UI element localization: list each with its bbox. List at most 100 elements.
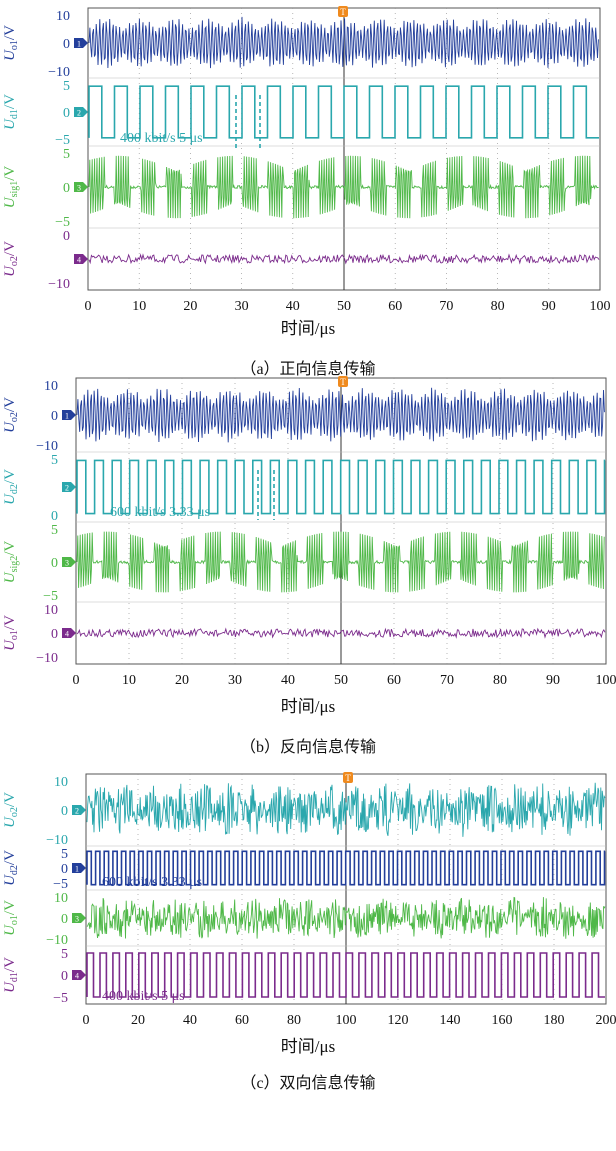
y-axis-label: Usig1/V bbox=[2, 166, 20, 209]
x-axis-label: 时间/μs bbox=[281, 319, 335, 338]
x-tick-label: 40 bbox=[281, 673, 295, 688]
x-tick-label: 60 bbox=[388, 299, 402, 314]
channel-marker bbox=[62, 557, 76, 567]
trigger-marker bbox=[338, 376, 348, 387]
x-tick-label: 60 bbox=[387, 673, 401, 688]
trace-o1 bbox=[76, 627, 606, 639]
trace-o1 bbox=[88, 16, 599, 69]
channel-number: 3 bbox=[65, 559, 69, 568]
y-tick-label: 0 bbox=[51, 556, 58, 571]
x-tick-label: 70 bbox=[439, 299, 453, 314]
x-tick-label: 0 bbox=[73, 673, 80, 688]
channel-number: 3 bbox=[75, 915, 79, 924]
channel-marker bbox=[62, 410, 76, 420]
y-axis-label: Uo1/V bbox=[2, 615, 20, 651]
y-tick-label: 0 bbox=[61, 912, 68, 927]
y-tick-label: 10 bbox=[54, 891, 68, 906]
x-tick-label: 100 bbox=[336, 1013, 357, 1028]
x-tick-label: 90 bbox=[542, 299, 556, 314]
y-axis-label: Ud1/V bbox=[2, 957, 20, 993]
x-tick-label: 40 bbox=[183, 1013, 197, 1028]
trace-d1 bbox=[86, 952, 605, 998]
y-axis-label: Uo1/V bbox=[2, 25, 20, 61]
trigger-label: T bbox=[340, 377, 346, 387]
y-axis-label: Ud2/V bbox=[2, 469, 20, 505]
x-tick-label: 140 bbox=[440, 1013, 461, 1028]
y-axis-label: Ud1/V bbox=[2, 94, 20, 130]
x-tick-label: 20 bbox=[183, 299, 197, 314]
trace-d2 bbox=[76, 459, 606, 515]
y-tick-label: 5 bbox=[63, 79, 70, 94]
x-tick-label: 100 bbox=[596, 673, 616, 688]
x-tick-label: 10 bbox=[132, 299, 146, 314]
y-tick-label: −5 bbox=[53, 877, 68, 892]
y-tick-label: 5 bbox=[51, 453, 58, 468]
y-tick-label: −10 bbox=[48, 277, 70, 292]
y-tick-label: 10 bbox=[44, 603, 58, 618]
panel-caption: （b）反向信息传输 bbox=[240, 738, 376, 756]
y-tick-label: 0 bbox=[63, 37, 70, 52]
channel-marker bbox=[72, 970, 86, 980]
y-tick-label: −10 bbox=[48, 65, 70, 80]
channel-marker bbox=[62, 628, 76, 638]
x-tick-label: 0 bbox=[83, 1013, 90, 1028]
x-tick-label: 70 bbox=[440, 673, 454, 688]
y-tick-label: 0 bbox=[63, 181, 70, 196]
trigger-marker bbox=[343, 772, 353, 783]
y-tick-label: −5 bbox=[55, 215, 70, 230]
channel-marker bbox=[72, 913, 86, 923]
trace-d2 bbox=[86, 850, 606, 886]
x-tick-label: 50 bbox=[334, 673, 348, 688]
channel-number: 4 bbox=[65, 630, 69, 639]
channel-marker bbox=[62, 482, 76, 492]
x-tick-label: 160 bbox=[492, 1013, 513, 1028]
x-tick-label: 80 bbox=[493, 673, 507, 688]
trace-sig1 bbox=[88, 155, 599, 219]
channel-number: 4 bbox=[77, 256, 81, 265]
trace-o1 bbox=[86, 896, 606, 939]
y-tick-label: 5 bbox=[51, 523, 58, 538]
y-tick-label: −5 bbox=[43, 589, 58, 604]
channel-marker bbox=[74, 107, 88, 117]
trace-o2 bbox=[86, 782, 606, 837]
y-tick-label: 0 bbox=[61, 804, 68, 819]
x-tick-label: 200 bbox=[596, 1013, 616, 1028]
x-tick-label: 80 bbox=[287, 1013, 301, 1028]
channel-number: 2 bbox=[65, 484, 69, 493]
panel-1: T1100−10Uo2/V250Ud2/V350−5Usig2/V4100−10… bbox=[2, 376, 616, 756]
y-tick-label: −10 bbox=[46, 833, 68, 848]
trigger-label: T bbox=[340, 7, 346, 17]
y-tick-label: 0 bbox=[63, 229, 70, 244]
trace-o2 bbox=[88, 253, 600, 265]
channel-number: 4 bbox=[75, 972, 79, 981]
panel-caption: （c）双向信息传输 bbox=[240, 1074, 375, 1092]
channel-marker bbox=[74, 38, 88, 48]
trigger-marker bbox=[338, 6, 348, 17]
y-axis-label: Usig2/V bbox=[2, 541, 20, 584]
x-tick-label: 60 bbox=[235, 1013, 249, 1028]
trace-o2 bbox=[76, 387, 605, 443]
x-tick-label: 180 bbox=[544, 1013, 565, 1028]
y-tick-label: 0 bbox=[61, 862, 68, 877]
x-tick-label: 20 bbox=[131, 1013, 145, 1028]
x-tick-label: 100 bbox=[590, 299, 611, 314]
y-tick-label: −5 bbox=[55, 133, 70, 148]
y-axis-label: Uo1/V bbox=[2, 900, 20, 936]
bit-rate-annotation: 400 kbit/s 5 μs bbox=[102, 989, 185, 1004]
y-tick-label: 0 bbox=[63, 106, 70, 121]
channel-marker bbox=[74, 254, 88, 264]
x-tick-label: 30 bbox=[235, 299, 249, 314]
channel-number: 2 bbox=[75, 807, 79, 816]
channel-number: 3 bbox=[77, 184, 81, 193]
y-tick-label: 10 bbox=[44, 379, 58, 394]
y-tick-label: −10 bbox=[46, 933, 68, 948]
x-tick-label: 40 bbox=[286, 299, 300, 314]
x-tick-label: 20 bbox=[175, 673, 189, 688]
y-axis-label: Ud2/V bbox=[2, 850, 20, 886]
channel-marker bbox=[72, 863, 86, 873]
y-tick-label: 0 bbox=[51, 409, 58, 424]
x-tick-label: 50 bbox=[337, 299, 351, 314]
x-tick-label: 0 bbox=[85, 299, 92, 314]
x-tick-label: 90 bbox=[546, 673, 560, 688]
